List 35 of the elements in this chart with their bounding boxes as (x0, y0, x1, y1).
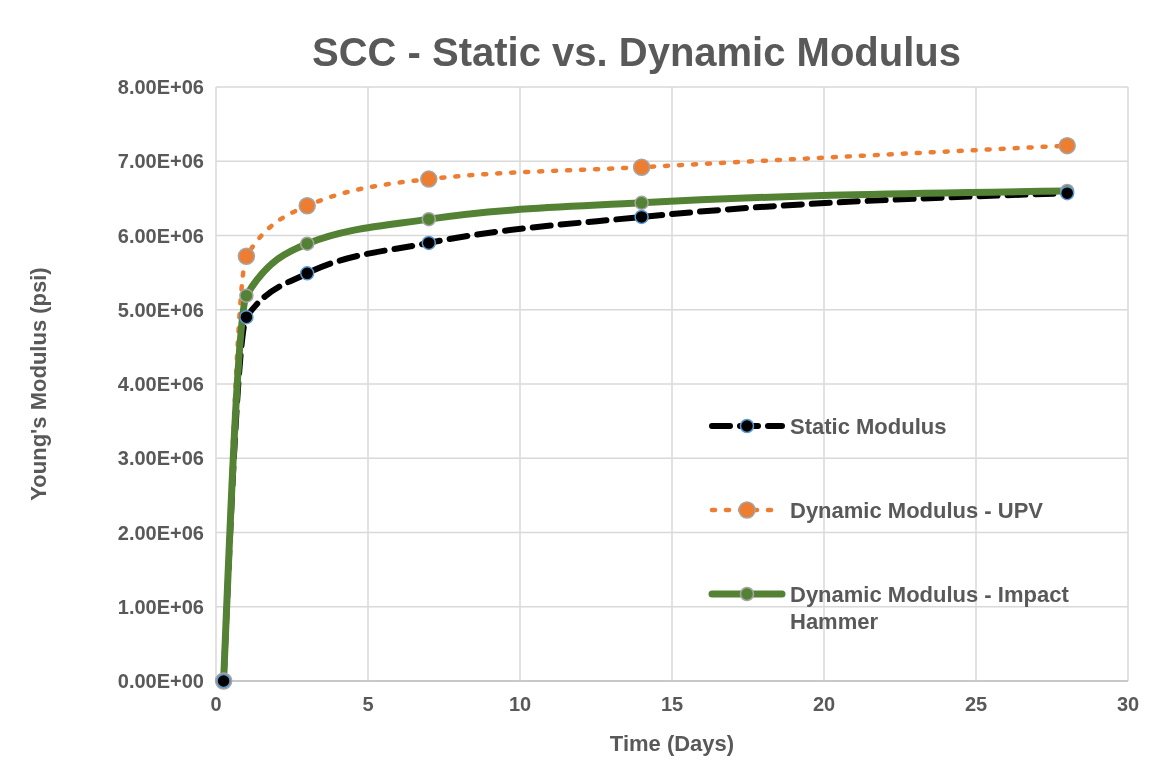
point (239, 288, 254, 303)
point (421, 235, 437, 251)
y-tick-label: 2.00E+06 (117, 521, 204, 544)
x-axis-title: Time (Days) (609, 731, 735, 756)
y-axis-title: Young's Modulus (psi) (26, 267, 51, 501)
y-tick-label: 4.00E+06 (117, 373, 204, 395)
y-tick-label: 1.00E+06 (117, 595, 204, 618)
point (1058, 136, 1076, 155)
x-tick-label: 20 (812, 693, 836, 715)
point (420, 170, 438, 188)
x-tick-label: 30 (1116, 693, 1140, 715)
legend-label: Dynamic Modulus - Impact Hammer (790, 581, 1070, 635)
x-tick-label: 0 (210, 693, 222, 715)
point (634, 209, 649, 225)
point (299, 266, 315, 281)
y-tick-label: 3.00E+06 (117, 447, 204, 470)
point (298, 197, 316, 215)
x-tick-label: 10 (508, 693, 532, 715)
y-tick-label: 8.00E+06 (117, 76, 204, 98)
y-tick-label: 7.00E+06 (117, 150, 204, 173)
y-tick-label: 5.00E+06 (117, 298, 204, 321)
point (632, 158, 651, 176)
chart-title: SCC - Static vs. Dynamic Modulus (311, 30, 962, 74)
point (239, 309, 254, 325)
point (299, 236, 315, 251)
legend-label: Static Modulus (790, 413, 947, 439)
y-tick-label: 6.00E+06 (117, 224, 204, 247)
x-tick-label: 15 (660, 693, 684, 715)
point (634, 195, 649, 211)
point (237, 247, 256, 266)
point (421, 211, 437, 227)
x-tick-label: 5 (362, 693, 374, 715)
x-tick-label: 25 (964, 693, 988, 715)
legend-label: Dynamic Modulus - UPV (790, 497, 1044, 523)
y-tick-label: 0.00E+00 (117, 670, 204, 692)
